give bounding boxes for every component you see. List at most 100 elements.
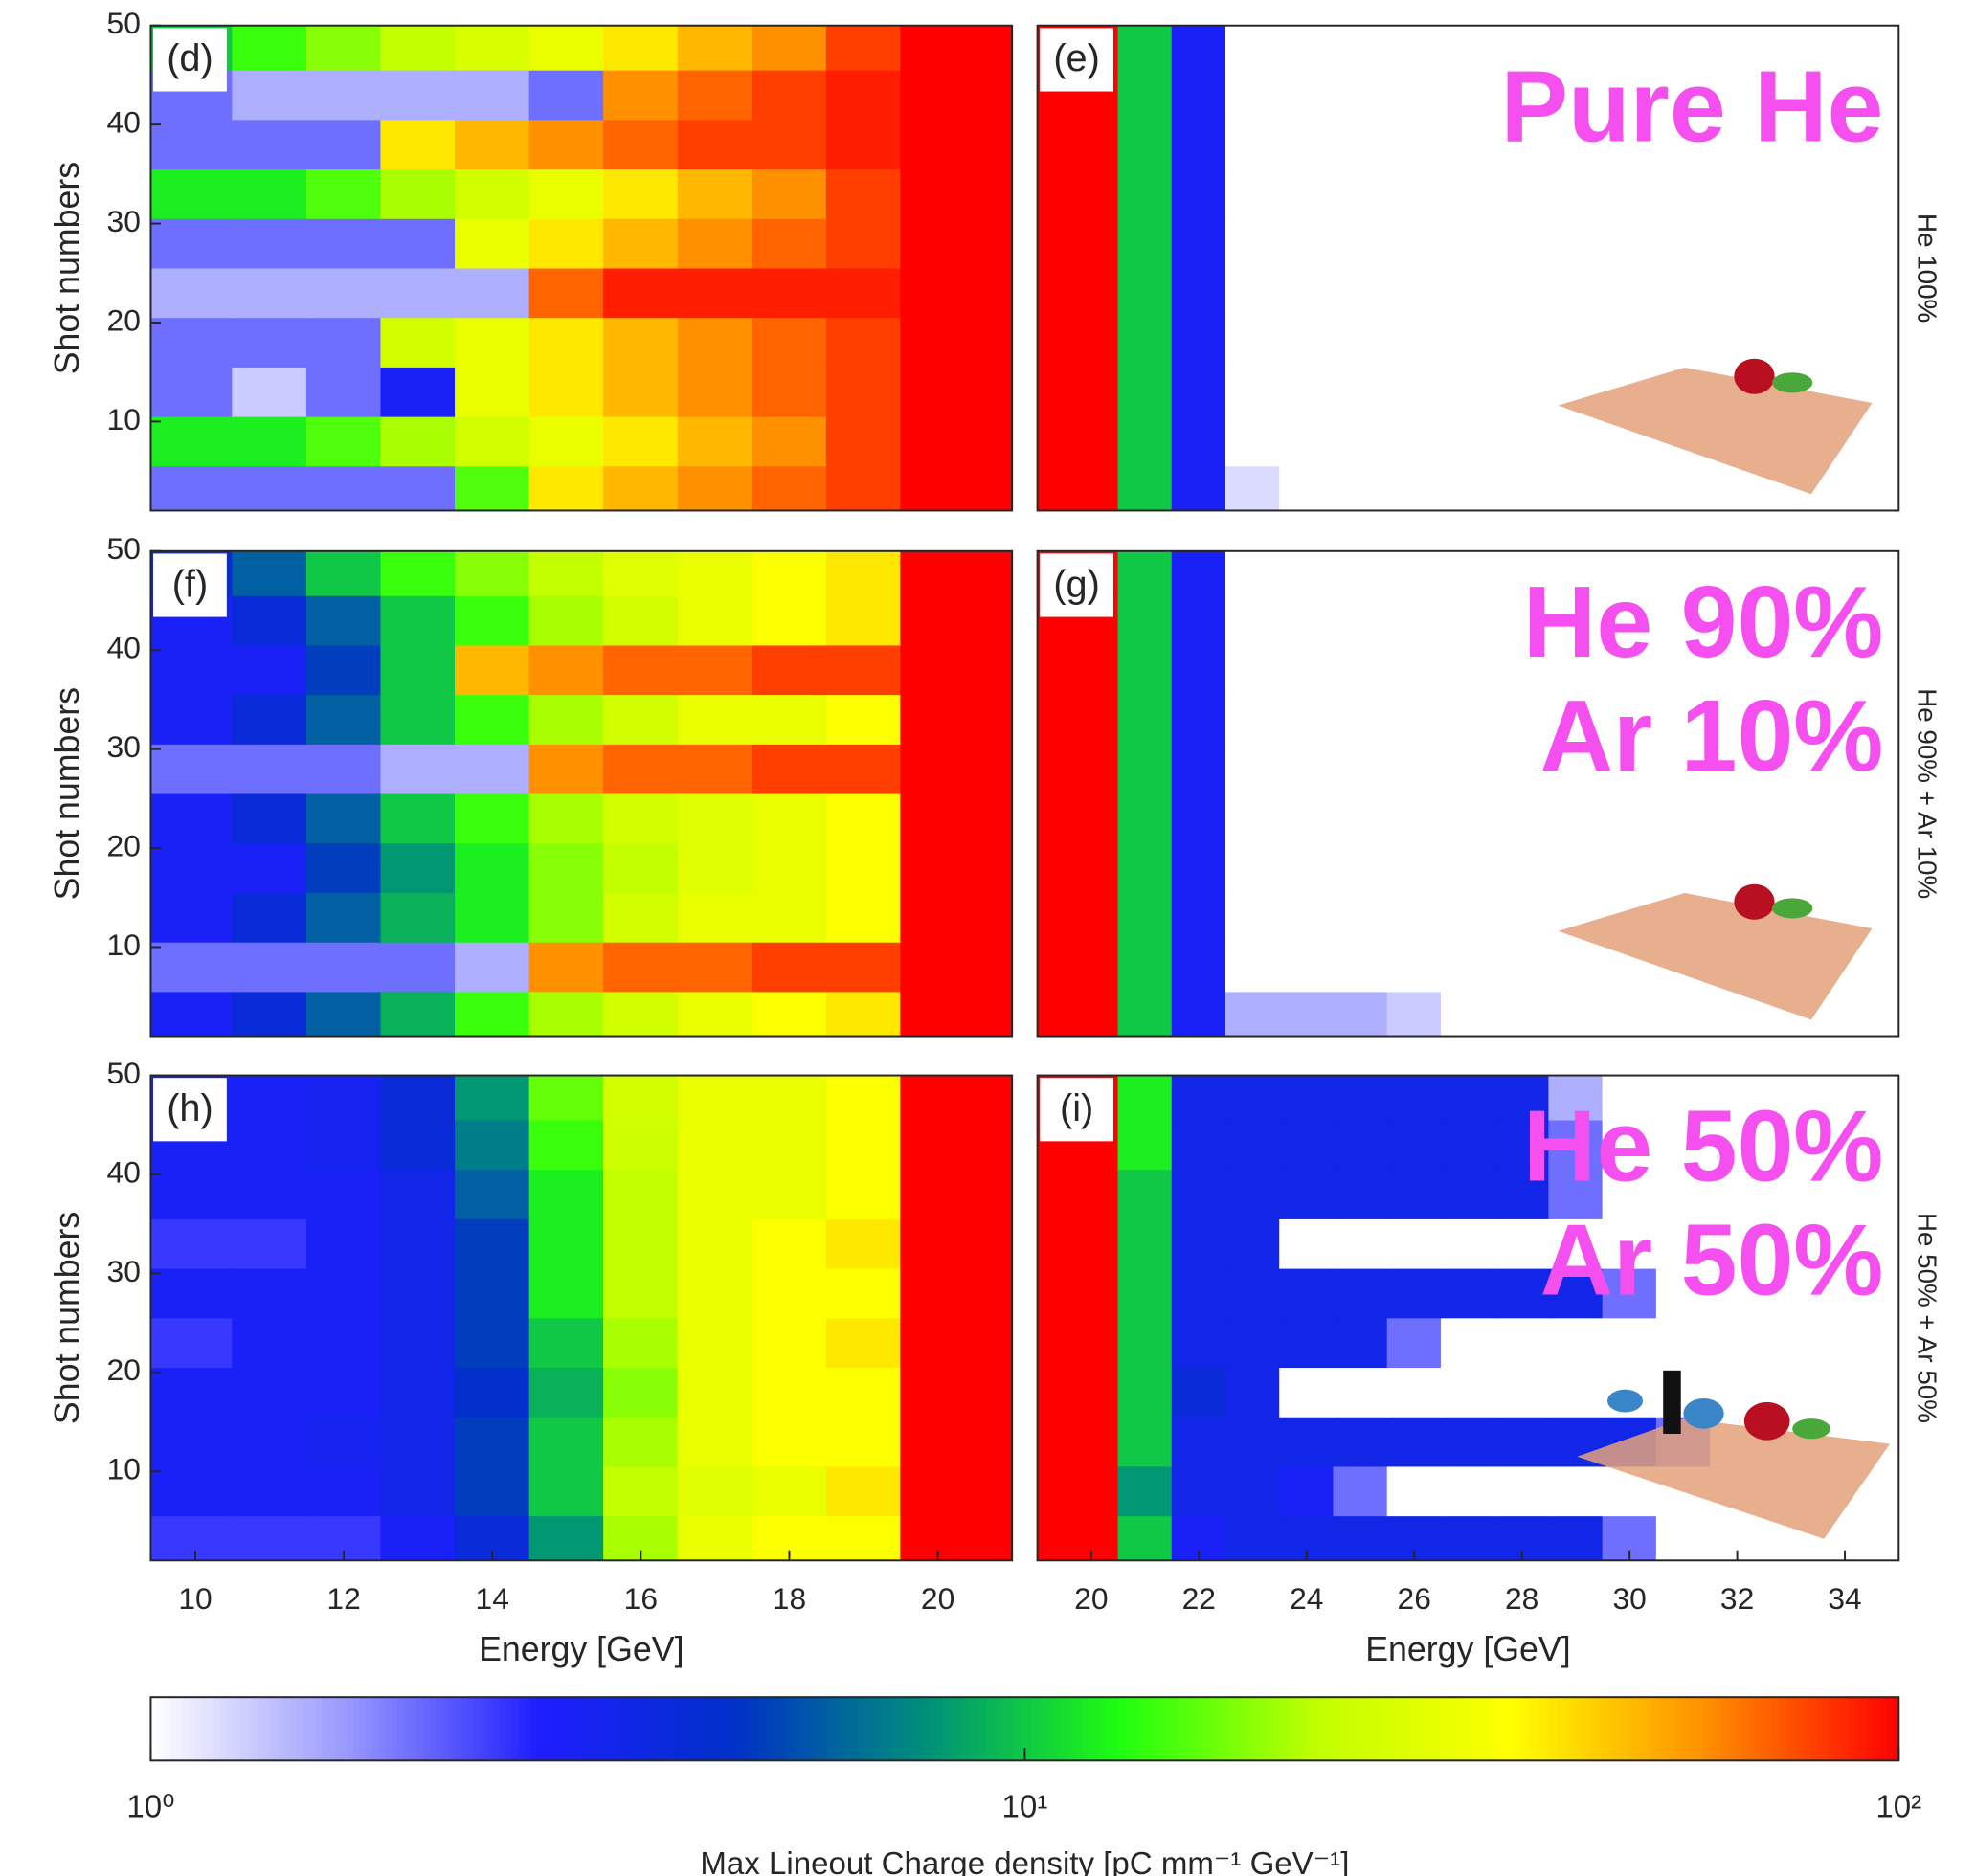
colorbar-slice [1879,1697,1886,1760]
heatmap-cell [1441,1170,1494,1219]
heatmap-cell [381,1466,456,1516]
colorbar-slice [910,1697,917,1760]
colorbar-slice [416,1697,423,1760]
heatmap-cell [1172,1219,1225,1269]
heatmap-cell [1441,992,1494,1037]
colorbar-slice [1513,1697,1519,1760]
colorbar-slice [195,1697,202,1760]
heatmap-cell [1038,268,1118,318]
heatmap-cell [529,26,604,71]
heatmap-cell [1441,1076,1494,1121]
heatmap-cell [1441,1219,1494,1269]
heatmap-cell [233,416,307,466]
colorbar-slice [1550,1697,1557,1760]
heatmap-cell [901,1219,976,1269]
colorbar-slice [1436,1697,1443,1760]
colorbar-slice [999,1697,1006,1760]
heatmap-cell [1225,120,1279,169]
colorbar-slice [404,1697,411,1760]
heatmap-cell [678,26,752,71]
heatmap-cell [1387,1268,1441,1318]
x-tick-label: 14 [476,1581,509,1616]
heatmap-cell [1038,120,1118,169]
colorbar-slice [1797,1697,1804,1760]
colorbar-slice [430,1697,437,1760]
colorbar-slice [461,1697,468,1760]
page: (d)1020304050Shot numbersHe 100%(e)Pure … [0,0,1976,1876]
heatmap-cell [1280,268,1334,318]
colorbar-slice [512,1697,519,1760]
heatmap-cell [604,466,679,511]
heatmap-cell [1038,1268,1118,1318]
heatmap-cell [455,1417,529,1466]
colorbar-slice [1044,1697,1050,1760]
colorbar-slice [1583,1697,1589,1760]
colorbar-slice [1050,1697,1057,1760]
heatmap-cell [1334,268,1387,318]
panel-label: (h) [167,1087,213,1129]
heatmap-cell [1225,695,1279,745]
heatmap-cell [826,368,901,417]
heatmap-cell [752,169,827,219]
heatmap-cell [1225,70,1279,120]
heatmap-cell [1225,1318,1279,1368]
heatmap-cell [150,1466,232,1516]
colorbar-slice [1842,1697,1849,1760]
colorbar-slice [1360,1697,1367,1760]
colorbar-tick-label: 10² [1875,1789,1921,1824]
heatmap-cell [1441,368,1494,417]
colorbar-slice [1215,1697,1222,1760]
colorbar-slice [607,1697,614,1760]
heatmap-cell [1549,318,1603,368]
colorbar-slice [987,1697,994,1760]
inset-blob [1744,1402,1790,1440]
heatmap-cell [604,595,679,645]
heatmap-cell [752,1368,827,1418]
colorbar-slice [695,1697,702,1760]
heatmap-cell [1225,368,1279,417]
heatmap-cell [1441,595,1494,645]
y-tick-label: 50 [107,1056,141,1090]
heatmap-cell [1387,595,1441,645]
colorbar-slice [1500,1697,1507,1760]
colorbar-slice [613,1697,619,1760]
colorbar-slice [208,1697,214,1760]
x-tick-label: 26 [1398,1581,1431,1616]
heatmap-cell [975,942,1012,992]
colorbar-slice [1601,1697,1607,1760]
heatmap-cell [604,1268,679,1318]
heatmap-cell [752,1076,827,1121]
x-axis-label: Energy [GeV] [1365,1630,1570,1668]
colorbar-slice [822,1697,829,1760]
heatmap-cell [1225,992,1279,1037]
heatmap-cell [1334,120,1387,169]
heatmap-cell [455,26,529,71]
heatmap-cell [455,1318,529,1368]
colorbar-slice [334,1697,341,1760]
heatmap-cell [1118,744,1172,793]
heatmap-cell [1280,1120,1334,1170]
colorbar-slice [702,1697,708,1760]
colorbar-slice [809,1697,816,1760]
heatmap-cell [1441,120,1494,169]
heatmap-cell [455,942,529,992]
heatmap-cell [455,318,529,368]
colorbar-slice [1607,1697,1614,1760]
heatmap-cell [1764,218,1818,268]
heatmap-cell [150,466,232,511]
heatmap-cell [1387,744,1441,793]
heatmap-cell [1038,1219,1118,1269]
heatmap-cell [1334,416,1387,466]
heatmap-cell [901,744,976,793]
colorbar-slice [1690,1697,1696,1760]
heatmap-cell [233,368,307,417]
colorbar-slice [1576,1697,1583,1760]
heatmap-cell [975,466,1012,511]
heatmap-cell [1549,218,1603,268]
heatmap-cell [1334,645,1387,695]
heatmap-cell [150,416,232,466]
colorbar-slice [1202,1697,1209,1760]
colorbar-slice [777,1697,784,1760]
colorbar-slice [1449,1697,1456,1760]
y-tick-label: 10 [107,1452,141,1486]
